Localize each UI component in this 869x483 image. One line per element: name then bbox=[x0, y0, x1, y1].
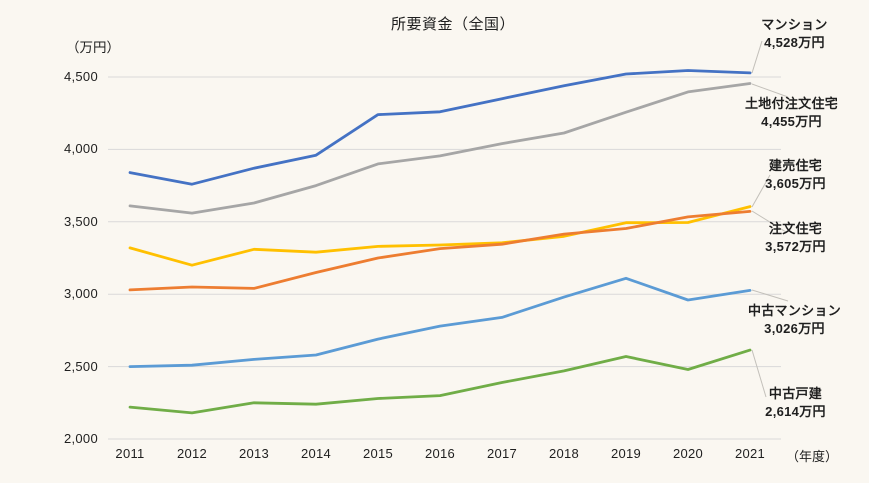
series-annotation-chuko-mansion: 中古マンション 3,026万円 bbox=[722, 302, 867, 338]
annotation-series-name: 土地付注文住宅 bbox=[744, 96, 839, 111]
y-tick-label: 4,000 bbox=[63, 141, 98, 157]
annotation-series-value: 3,026万円 bbox=[764, 321, 825, 336]
x-tick-label: 2021 bbox=[734, 446, 766, 461]
y-tick-label: 3,000 bbox=[63, 286, 98, 302]
annotation-series-value: 4,455万円 bbox=[761, 114, 822, 129]
annotation-series-name: 建売住宅 bbox=[768, 158, 823, 173]
annotation-leader-line bbox=[751, 210, 787, 233]
x-tick-label: 2011 bbox=[115, 446, 145, 461]
y-tick-label: 2,000 bbox=[63, 431, 98, 446]
chart-title: 所要資金（全国） bbox=[390, 16, 515, 33]
series-annotation-chuko-kodate: 中古戸建 2,614万円 bbox=[738, 385, 853, 421]
annotation-leader-line bbox=[751, 349, 767, 398]
line-series-mansion bbox=[128, 69, 752, 186]
annotation-leader-line bbox=[751, 40, 763, 74]
annotation-series-value: 3,605万円 bbox=[765, 176, 826, 191]
x-tick-label: 2017 bbox=[486, 446, 518, 461]
x-tick-label: 2018 bbox=[548, 446, 580, 461]
x-tick-label: 2012 bbox=[176, 446, 208, 461]
annotation-leader-line bbox=[751, 174, 771, 208]
annotation-leader-line bbox=[751, 289, 789, 302]
series-annotation-tochitsuki-chumon-jutaku: 土地付注文住宅 4,455万円 bbox=[714, 95, 869, 131]
x-tick-label: 2020 bbox=[672, 446, 704, 461]
line-series-chuko-kodate bbox=[128, 348, 752, 415]
y-tick-label: 2,500 bbox=[63, 358, 98, 374]
y-tick-label: 4,500 bbox=[63, 69, 98, 84]
series-annotation-chumon-jutaku: 注文住宅 3,572万円 bbox=[738, 220, 853, 256]
line-series-chumon-jutaku bbox=[128, 209, 752, 292]
annotation-series-name: 中古マンション bbox=[747, 303, 842, 318]
annotation-series-value: 4,528万円 bbox=[764, 35, 825, 50]
annotation-series-name: 注文住宅 bbox=[768, 221, 823, 236]
series-annotation-mansion: マンション 4,528万円 bbox=[722, 16, 867, 52]
x-tick-label: 2015 bbox=[362, 446, 394, 461]
line-series-tochitsuki-chumon-jutaku bbox=[128, 82, 752, 215]
annotation-series-name: 中古戸建 bbox=[768, 386, 823, 401]
line-series-tateuri-jutaku bbox=[128, 205, 752, 267]
line-series-chuko-mansion bbox=[128, 276, 752, 369]
annotation-series-value: 3,572万円 bbox=[765, 239, 826, 254]
y-axis-unit-label: （万円） bbox=[66, 40, 120, 55]
x-axis-unit-label: （年度） bbox=[786, 449, 839, 464]
annotation-leader-line bbox=[751, 83, 789, 98]
annotation-series-value: 2,614万円 bbox=[765, 404, 826, 419]
x-tick-label: 2014 bbox=[300, 446, 332, 461]
annotation-series-name: マンション bbox=[761, 17, 828, 32]
x-tick-label: 2019 bbox=[610, 446, 642, 461]
x-tick-label: 2013 bbox=[238, 446, 270, 461]
series-annotation-tateuri-jutaku: 建売住宅 3,605万円 bbox=[738, 157, 853, 193]
x-tick-label: 2016 bbox=[424, 446, 456, 461]
y-tick-label: 3,500 bbox=[63, 213, 98, 229]
